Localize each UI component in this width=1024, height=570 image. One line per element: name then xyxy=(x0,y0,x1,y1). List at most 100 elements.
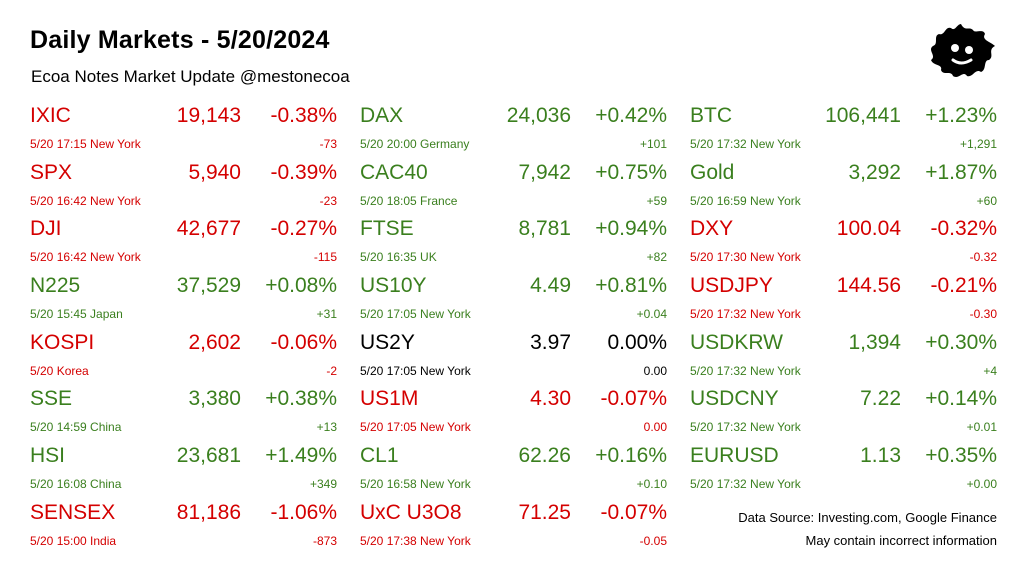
ticker-abs-change: +13 xyxy=(316,420,337,435)
ticker-timestamp: 5/20 14:59 China xyxy=(30,420,122,435)
ticker-timestamp: 5/20 16:08 China xyxy=(30,477,122,492)
ticker-timestamp: 5/20 17:30 New York xyxy=(690,250,801,265)
ticker-timestamp: 5/20 16:58 New York xyxy=(360,477,471,492)
ticker-price: 3.97 xyxy=(530,330,571,354)
ticker-price: 81,186 xyxy=(176,500,241,524)
market-row: SENSEX 81,186 -1.06% 5/20 15:00 India -8… xyxy=(30,501,337,558)
ticker-timestamp: 5/20 17:32 New York xyxy=(690,363,801,378)
market-row: US10Y 4.49 +0.81% 5/20 17:05 New York +0… xyxy=(360,274,667,331)
ticker-price: 1.13 xyxy=(860,444,901,468)
ticker-timestamp: 5/20 17:32 New York xyxy=(690,137,801,151)
ticker-abs-change: +60 xyxy=(976,193,997,208)
ticker-abs-change: +349 xyxy=(309,477,337,492)
ticker-abs-change: +0.00 xyxy=(966,477,997,492)
ticker-abs-change: -873 xyxy=(312,533,337,548)
ticker-timestamp: 5/20 17:32 New York xyxy=(690,307,801,322)
ticker-name: USDJPY xyxy=(690,274,773,298)
ticker-name: HSI xyxy=(30,444,66,468)
ticker-abs-change: -2 xyxy=(326,363,337,378)
ticker-abs-change: -0.05 xyxy=(639,533,667,548)
ticker-pct-change: +0.75% xyxy=(595,160,667,184)
ticker-abs-change: +4 xyxy=(983,363,997,378)
ticker-pct-change: +1.49% xyxy=(265,444,337,468)
ticker-pct-change: -0.07% xyxy=(600,387,667,411)
ticker-pct-change: -0.39% xyxy=(270,160,337,184)
ticker-pct-change: +0.30% xyxy=(925,330,997,354)
ticker-price: 71.25 xyxy=(518,500,571,524)
ticker-price: 19,143 xyxy=(176,104,241,127)
ticker-name: BTC xyxy=(690,104,732,127)
ticker-price: 4.49 xyxy=(530,274,571,298)
ticker-timestamp: 5/20 17:38 New York xyxy=(360,533,471,548)
market-row: KOSPI 2,602 -0.06% 5/20 Korea -2 xyxy=(30,331,337,388)
ticker-price: 37,529 xyxy=(176,274,241,298)
ticker-price: 7.22 xyxy=(860,387,901,411)
ticker-name: Gold xyxy=(690,160,735,184)
ticker-price: 62.26 xyxy=(518,444,571,468)
market-row: SSE 3,380 +0.38% 5/20 14:59 China +13 xyxy=(30,387,337,444)
ticker-name: EURUSD xyxy=(690,444,779,468)
ticker-name: CL1 xyxy=(360,444,399,468)
ticker-name: FTSE xyxy=(360,217,414,241)
market-row: US1M 4.30 -0.07% 5/20 17:05 New York 0.0… xyxy=(360,387,667,444)
ticker-price: 100.04 xyxy=(836,217,901,241)
ticker-name: UxC U3O8 xyxy=(360,500,462,524)
ticker-abs-change: -73 xyxy=(319,137,337,151)
market-row: USDJPY 144.56 -0.21% 5/20 17:32 New York… xyxy=(690,274,997,331)
ticker-abs-change: -23 xyxy=(319,193,337,208)
ticker-price: 5,940 xyxy=(188,160,241,184)
ticker-pct-change: +1.23% xyxy=(925,104,997,127)
ticker-name: USDCNY xyxy=(690,387,779,411)
disclaimer-note: May contain incorrect information xyxy=(805,533,997,548)
market-row: N225 37,529 +0.08% 5/20 15:45 Japan +31 xyxy=(30,274,337,331)
market-row: CAC40 7,942 +0.75% 5/20 18:05 France +59 xyxy=(360,161,667,218)
ticker-timestamp: 5/20 15:00 India xyxy=(30,533,117,548)
ticker-pct-change: -1.06% xyxy=(270,500,337,524)
ticker-price: 42,677 xyxy=(176,217,241,241)
ticker-name: SENSEX xyxy=(30,500,116,524)
ticker-pct-change: +0.42% xyxy=(595,104,667,127)
ticker-pct-change: +0.08% xyxy=(265,274,337,298)
market-column-1: IXIC 19,143 -0.38% 5/20 17:15 New York -… xyxy=(30,104,337,558)
ticker-name: IXIC xyxy=(30,104,71,127)
market-row: IXIC 19,143 -0.38% 5/20 17:15 New York -… xyxy=(30,104,337,161)
ticker-timestamp: 5/20 16:35 UK xyxy=(360,250,437,265)
ticker-name: DXY xyxy=(690,217,734,241)
ticker-abs-change: +82 xyxy=(646,250,667,265)
market-row: USDKRW 1,394 +0.30% 5/20 17:32 New York … xyxy=(690,331,997,388)
ticker-price: 3,292 xyxy=(848,160,901,184)
ticker-abs-change: 0.00 xyxy=(643,363,667,378)
ticker-pct-change: +0.38% xyxy=(265,387,337,411)
ticker-price: 106,441 xyxy=(825,104,901,127)
market-row: USDCNY 7.22 +0.14% 5/20 17:32 New York +… xyxy=(690,387,997,444)
ticker-abs-change: +0.04 xyxy=(636,307,667,322)
ticker-abs-change: 0.00 xyxy=(643,420,667,435)
ticker-abs-change: +101 xyxy=(639,137,667,151)
ticker-name: US1M xyxy=(360,387,419,411)
data-source-note: Data Source: Investing.com, Google Finan… xyxy=(738,510,997,525)
ticker-price: 144.56 xyxy=(836,274,901,298)
ticker-name: USDKRW xyxy=(690,330,783,354)
ticker-timestamp: 5/20 17:32 New York xyxy=(690,420,801,435)
ticker-abs-change: -115 xyxy=(313,250,337,265)
ticker-timestamp: 5/20 17:32 New York xyxy=(690,477,801,492)
ticker-pct-change: 0.00% xyxy=(607,330,667,354)
ticker-timestamp: 5/20 18:05 France xyxy=(360,193,458,208)
ticker-abs-change: -0.30 xyxy=(969,307,997,322)
ticker-price: 3,380 xyxy=(188,387,241,411)
ticker-abs-change: +1,291 xyxy=(959,137,997,151)
ticker-price: 7,942 xyxy=(518,160,571,184)
ticker-timestamp: 5/20 16:42 New York xyxy=(30,250,141,265)
ticker-timestamp: 5/20 17:05 New York xyxy=(360,420,471,435)
market-row: Gold 3,292 +1.87% 5/20 16:59 New York +6… xyxy=(690,161,997,218)
ticker-timestamp: 5/20 16:59 New York xyxy=(690,193,801,208)
ticker-pct-change: +0.94% xyxy=(595,217,667,241)
market-row: BTC 106,441 +1.23% 5/20 17:32 New York +… xyxy=(690,104,997,161)
ticker-pct-change: -0.07% xyxy=(600,500,667,524)
ticker-price: 1,394 xyxy=(848,330,901,354)
ticker-abs-change: -0.32 xyxy=(969,250,997,265)
market-row: DXY 100.04 -0.32% 5/20 17:30 New York -0… xyxy=(690,217,997,274)
market-row: UxC U3O8 71.25 -0.07% 5/20 17:38 New Yor… xyxy=(360,501,667,558)
market-row: DJI 42,677 -0.27% 5/20 16:42 New York -1… xyxy=(30,217,337,274)
ticker-timestamp: 5/20 15:45 Japan xyxy=(30,307,123,322)
